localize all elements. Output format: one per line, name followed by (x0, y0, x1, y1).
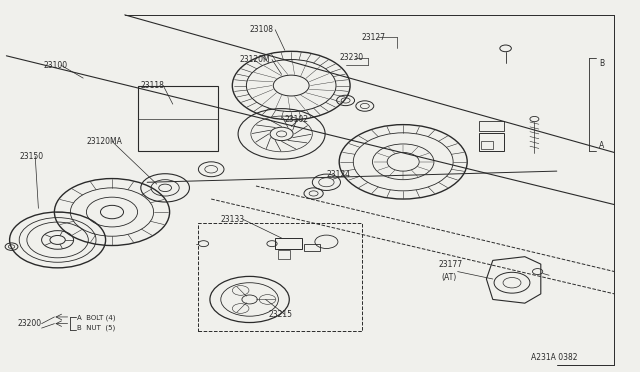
Text: A  BOLT (4): A BOLT (4) (77, 315, 115, 321)
Text: 23200: 23200 (18, 319, 42, 328)
Text: 23177: 23177 (438, 260, 463, 269)
Text: B: B (599, 59, 604, 68)
Text: 23118: 23118 (141, 81, 164, 90)
Text: 23127: 23127 (362, 33, 385, 42)
Text: 23124: 23124 (326, 170, 351, 179)
Bar (138, 86, 218, 151)
Text: 23102: 23102 (285, 115, 309, 124)
Bar (275, 238, 302, 249)
Text: 23215: 23215 (269, 310, 293, 319)
Text: 23120M: 23120M (240, 55, 271, 64)
Text: 23230: 23230 (339, 53, 364, 62)
Bar (278, 250, 290, 259)
Text: (AT): (AT) (442, 273, 457, 282)
Bar (481, 141, 493, 149)
Bar (479, 133, 504, 151)
Text: 23100: 23100 (44, 61, 68, 70)
Text: A: A (599, 141, 604, 150)
Text: 23150: 23150 (19, 152, 44, 161)
Text: A231A 0382: A231A 0382 (531, 353, 578, 362)
Bar (304, 244, 320, 251)
Text: 23133: 23133 (221, 215, 245, 224)
Text: 23108: 23108 (250, 25, 274, 34)
Text: B  NUT  (5): B NUT (5) (77, 325, 115, 331)
Bar (198, 223, 362, 331)
Bar (479, 121, 504, 131)
Text: 23120MA: 23120MA (86, 137, 122, 146)
